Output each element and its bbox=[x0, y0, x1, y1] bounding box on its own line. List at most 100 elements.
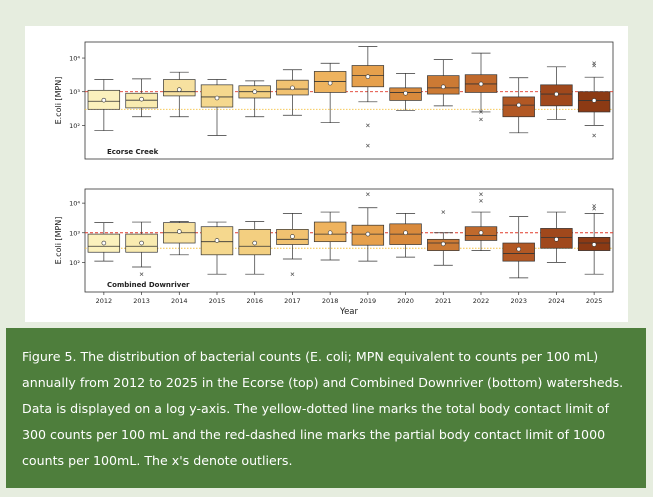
box-2015 bbox=[200, 79, 234, 136]
x-tick-label: 2025 bbox=[586, 297, 603, 305]
x-tick-label: 2013 bbox=[133, 297, 150, 305]
box-2020 bbox=[389, 213, 422, 258]
outlier-stroke bbox=[479, 198, 483, 203]
x-tick-label: 2017 bbox=[284, 297, 301, 305]
box-mean bbox=[101, 240, 107, 246]
box-2013 bbox=[125, 221, 158, 277]
box-2014 bbox=[163, 71, 196, 118]
box-mean bbox=[403, 90, 408, 96]
box-iqr bbox=[502, 242, 535, 262]
outlier-marker bbox=[592, 206, 596, 211]
box-mean bbox=[290, 85, 295, 91]
box-mean bbox=[252, 89, 258, 95]
outlier-stroke bbox=[592, 133, 596, 138]
box-mean bbox=[252, 240, 258, 246]
x-tick-label: 2012 bbox=[96, 297, 113, 305]
box-2019 bbox=[351, 192, 385, 262]
chart-panel-2: 10² 10³ 10⁴ E.coli [MPN] Combined Downriver 2… bbox=[54, 188, 614, 317]
x-tick-label: 2015 bbox=[209, 297, 226, 305]
box-mean bbox=[290, 234, 295, 239]
y-tick-label: 10⁴ bbox=[69, 200, 80, 208]
box-2018 bbox=[313, 211, 347, 261]
box-mean bbox=[478, 81, 484, 87]
y-axis-label: E.coli [MPN] bbox=[54, 217, 63, 265]
box-mean bbox=[365, 74, 371, 79]
outlier-marker bbox=[592, 133, 596, 138]
box-mean bbox=[327, 230, 333, 236]
chart-panel-1: 10² 10³ 10⁴ E.coli [MPN] Ecorse Creek bbox=[54, 41, 614, 160]
outlier-marker bbox=[592, 204, 596, 208]
x-tick-label: 2022 bbox=[473, 297, 490, 305]
box-2023 bbox=[502, 77, 535, 134]
box-2019 bbox=[351, 46, 385, 148]
outlier-stroke bbox=[479, 192, 483, 197]
box-2014 bbox=[163, 221, 196, 256]
box-mean bbox=[176, 87, 182, 92]
box-mean bbox=[139, 240, 144, 246]
x-tick-label: 2016 bbox=[246, 297, 263, 305]
box-2022 bbox=[464, 192, 498, 251]
box-2017 bbox=[276, 69, 309, 116]
box-mean bbox=[478, 230, 484, 236]
box-mean bbox=[516, 102, 522, 108]
outlier-stroke bbox=[366, 123, 370, 128]
box-2016 bbox=[238, 221, 271, 275]
box-mean bbox=[214, 238, 220, 243]
y-tick-label: 10³ bbox=[69, 88, 80, 96]
box-2020 bbox=[389, 73, 422, 111]
box-2012 bbox=[87, 222, 121, 262]
box-mean bbox=[365, 231, 371, 237]
x-tick-label: 2018 bbox=[322, 297, 339, 305]
box-mean bbox=[440, 241, 446, 247]
outlier-stroke bbox=[479, 117, 483, 122]
outlier-marker bbox=[366, 192, 370, 197]
box-mean bbox=[176, 229, 182, 234]
outlier-marker bbox=[479, 192, 483, 197]
outlier-marker bbox=[479, 117, 483, 122]
box-2013 bbox=[125, 78, 158, 118]
outlier-stroke bbox=[366, 143, 370, 148]
figure-image: 10² 10³ 10⁴ E.coli [MPN] Ecorse Creek 10² 10³ 1… bbox=[25, 26, 628, 322]
outlier-stroke bbox=[366, 192, 370, 197]
y-axis-label: E.coli [MPN] bbox=[54, 77, 63, 125]
outlier-marker bbox=[592, 63, 596, 68]
outlier-marker bbox=[479, 110, 483, 114]
y-tick-label: 10⁴ bbox=[69, 55, 80, 63]
box-2023 bbox=[502, 216, 535, 279]
box-mean bbox=[327, 80, 333, 86]
box-mean bbox=[214, 95, 220, 101]
box-2012 bbox=[87, 79, 121, 131]
box-2018 bbox=[313, 62, 347, 124]
box-mean bbox=[591, 242, 597, 247]
outlier-marker bbox=[479, 198, 483, 203]
outlier-stroke bbox=[479, 110, 483, 114]
panel-label: Combined Downriver bbox=[107, 281, 190, 289]
box-mean bbox=[139, 96, 144, 102]
outlier-marker bbox=[290, 272, 295, 277]
x-axis-label: Year bbox=[339, 307, 359, 317]
box-2021 bbox=[427, 59, 460, 107]
outlier-marker bbox=[139, 272, 144, 277]
x-tick-label: 2020 bbox=[397, 297, 414, 305]
box-2024 bbox=[540, 211, 573, 263]
outlier-marker bbox=[366, 123, 370, 128]
x-tick-label: 2024 bbox=[548, 297, 565, 305]
x-tick-label: 2019 bbox=[360, 297, 377, 305]
box-mean bbox=[554, 237, 559, 242]
y-tick-label: 10² bbox=[69, 259, 80, 267]
outlier-stroke bbox=[592, 206, 596, 211]
x-tick-label: 2023 bbox=[510, 297, 527, 305]
outlier-stroke bbox=[592, 63, 596, 68]
outlier-stroke bbox=[290, 272, 295, 277]
box-2017 bbox=[276, 213, 309, 277]
outlier-stroke bbox=[441, 210, 446, 214]
box-mean bbox=[440, 84, 446, 90]
outlier-stroke bbox=[592, 204, 596, 208]
figure-caption: Figure 5. The distribution of bacterial … bbox=[22, 349, 624, 468]
box-mean bbox=[591, 98, 597, 103]
y-tick-label: 10² bbox=[69, 122, 80, 130]
box-2016 bbox=[238, 80, 271, 118]
panel-label: Ecorse Creek bbox=[107, 148, 159, 156]
